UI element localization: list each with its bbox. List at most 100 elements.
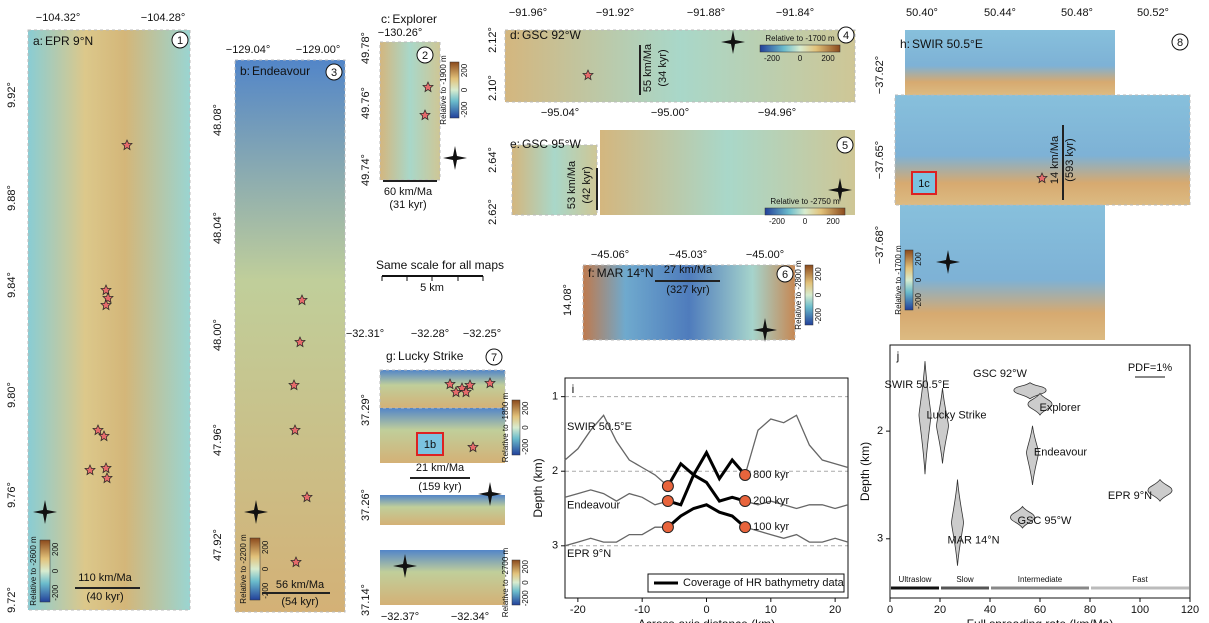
spreading-scale: 27 km/Ma <box>664 264 713 276</box>
colorbar-tick: -200 <box>769 217 786 226</box>
colorbar <box>512 560 520 605</box>
lon-tick-label: −95.04° <box>541 107 579 119</box>
panel-title: MAR 14°N <box>597 266 654 280</box>
lon-tick-label: −45.06° <box>591 249 629 261</box>
colorbar-title: Relative to -2800 m <box>794 260 803 330</box>
rate-class-label: Fast <box>1132 575 1148 584</box>
lat-tick-label: 37.26° <box>360 489 372 521</box>
spreading-scale: 21 km/Ma <box>416 462 465 474</box>
lon-tick-label: 50.44° <box>984 7 1016 19</box>
y-axis-title: Depth (km) <box>531 458 545 517</box>
colorbar-tick: 0 <box>460 87 469 92</box>
colorbar-tick: 0 <box>914 277 923 282</box>
bathymetry-map <box>28 30 190 610</box>
colorbar-tick: 200 <box>261 540 270 554</box>
coverage-segment <box>668 505 745 527</box>
colorbar-tick: 200 <box>826 217 840 226</box>
lat-tick-label: 48.04° <box>212 212 224 244</box>
colorbar-tick: 200 <box>914 252 923 266</box>
panel-label: e: <box>510 137 520 151</box>
lon-tick-label: 50.48° <box>1061 7 1093 19</box>
profile-name: Endeavour <box>567 499 621 511</box>
bathymetry-map <box>900 205 1105 340</box>
callout-label: 1b <box>424 439 436 451</box>
lon-tick-label: 50.52° <box>1137 7 1169 19</box>
lon-tick-label: −32.28° <box>411 328 449 340</box>
spreading-scale: (31 kyr) <box>389 199 426 211</box>
lon-tick-label: 50.40° <box>906 7 938 19</box>
colorbar-tick: -200 <box>521 590 530 607</box>
panel-title: Explorer <box>392 12 437 26</box>
lat-tick-label: 2.10° <box>487 75 499 101</box>
lat-tick-label: 9.92° <box>6 82 18 108</box>
lat-tick-label: 37.29° <box>360 394 372 426</box>
colorbar-title: Relative to -1700 m <box>894 245 903 315</box>
plot-frame <box>565 378 848 598</box>
panel-title: EPR 9°N <box>45 34 93 48</box>
x-tick-label: 120 <box>1181 604 1199 616</box>
lat-tick-label: −37.68° <box>874 226 886 264</box>
x-tick-label: 10 <box>765 604 777 616</box>
scale-bar-label: 5 km <box>420 282 444 294</box>
panel-number: 8 <box>1177 37 1183 49</box>
colorbar-title: Relative to -1700 m <box>765 34 835 43</box>
lon-tick-label: −45.00° <box>746 249 784 261</box>
coverage-end <box>740 469 751 480</box>
panel-label: i <box>572 382 575 396</box>
spreading-scale: (40 kyr) <box>86 591 123 603</box>
rate-class-label: Slow <box>956 575 974 584</box>
colorbar-tick: 0 <box>51 568 60 573</box>
violin-label: MAR 14°N <box>947 535 999 547</box>
lat-tick-label: 48.08° <box>212 104 224 136</box>
colorbar-tick: -200 <box>51 584 60 601</box>
violin-label: EPR 9°N <box>1108 490 1152 502</box>
violin-label: Explorer <box>1040 402 1081 414</box>
lon-tick-label: −104.28° <box>141 12 185 24</box>
colorbar-tick: 0 <box>814 292 823 297</box>
lat-tick-label: −37.65° <box>874 141 886 179</box>
panel-number: 2 <box>422 50 428 62</box>
coverage-end <box>662 481 673 492</box>
spreading-scale: (159 kyr) <box>418 481 461 493</box>
north-arrow <box>443 146 467 170</box>
x-tick-label: 40 <box>984 604 996 616</box>
panel-title: SWIR 50.5°E <box>912 37 983 51</box>
lat-tick-label: 47.92° <box>212 529 224 561</box>
colorbar <box>765 208 845 215</box>
y-axis-title: Depth (km) <box>858 442 872 501</box>
colorbar-tick: 200 <box>521 401 530 415</box>
lon-tick-label: −32.34° <box>451 611 489 623</box>
lat-tick-label: 9.80° <box>6 382 18 408</box>
lat-tick-label: 9.72° <box>6 587 18 613</box>
colorbar-tick: 0 <box>261 566 270 571</box>
lat-tick-label: 49.76° <box>360 87 372 119</box>
bathymetry-map <box>380 550 505 605</box>
lon-tick-label: −94.96° <box>758 107 796 119</box>
lon-tick-label: −91.84° <box>776 7 814 19</box>
colorbar-tick: 200 <box>460 63 469 77</box>
colorbar-title: Relative to -2750 m <box>770 197 840 206</box>
panel-title: GSC 92°W <box>522 28 581 42</box>
x-tick-label: 80 <box>1084 604 1096 616</box>
colorbar-title: Relative to -2600 m <box>29 536 38 606</box>
lat-tick-label: 2.12° <box>487 27 499 53</box>
panel-label: f: <box>588 266 595 280</box>
colorbar-title: Relative to -1900 m <box>439 55 448 125</box>
lon-tick-label: −130.26° <box>378 27 422 39</box>
spreading-scale: 56 km/Ma <box>276 579 325 591</box>
coverage-end <box>662 522 673 533</box>
panel-label: b: <box>240 64 250 78</box>
age-label: 200 kyr <box>753 495 789 507</box>
violin-label: Lucky Strike <box>927 410 987 422</box>
callout-label: 1c <box>918 178 930 190</box>
lon-tick-label: −45.03° <box>669 249 707 261</box>
lon-tick-label: −91.88° <box>687 7 725 19</box>
lon-tick-label: −91.92° <box>596 7 634 19</box>
spreading-scale: 53 km/Ma <box>566 160 578 209</box>
colorbar-tick: 200 <box>521 560 530 574</box>
colorbar-tick: -200 <box>914 292 923 309</box>
lon-tick-label: −32.37° <box>381 611 419 623</box>
lon-tick-label: −32.31° <box>346 328 384 340</box>
panel-label: d: <box>510 28 520 42</box>
profile-name: EPR 9°N <box>567 548 611 560</box>
